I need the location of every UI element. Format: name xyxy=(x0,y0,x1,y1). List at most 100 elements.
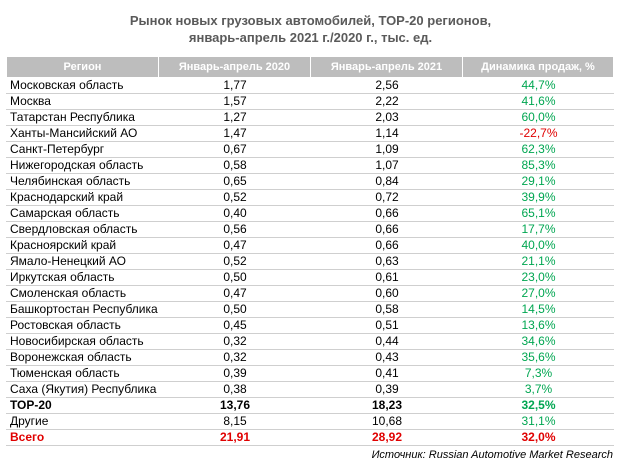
table-row: Москва 1,57 2,22 41,6% xyxy=(6,93,614,110)
cell-change: 62,3% xyxy=(462,141,614,158)
cell-2020: 0,45 xyxy=(158,317,311,334)
cell-2021: 0,72 xyxy=(310,189,463,206)
cell-2020: 0,65 xyxy=(158,173,311,190)
cell-2020: 0,56 xyxy=(158,221,311,238)
source-note: Источник: Russian Automotive Market Rese… xyxy=(371,449,613,461)
table-row: Челябинская область 0,65 0,84 29,1% xyxy=(6,173,614,190)
cell-2021: 0,44 xyxy=(310,333,463,350)
cell-2021: 0,63 xyxy=(310,253,463,270)
cell-change: 44,7% xyxy=(462,77,614,94)
cell-change: 32,5% xyxy=(462,397,614,414)
table-row: Тюменская область 0,39 0,41 7,3% xyxy=(6,365,614,382)
cell-change: 31,1% xyxy=(462,413,614,430)
cell-region: Воронежская область xyxy=(6,349,159,366)
cell-2020: 0,52 xyxy=(158,253,311,270)
cell-region: Татарстан Республика xyxy=(6,109,159,126)
cell-2020: 0,47 xyxy=(158,237,311,254)
cell-2021: 28,92 xyxy=(310,429,463,446)
cell-2020: 0,38 xyxy=(158,381,311,398)
table-row: Красноярский край 0,47 0,66 40,0% xyxy=(6,237,614,254)
header-region: Регион xyxy=(6,56,159,78)
cell-2020: 0,32 xyxy=(158,333,311,350)
cell-2020: 1,47 xyxy=(158,125,311,142)
table-row: Всего 21,91 28,92 32,0% xyxy=(6,429,614,446)
cell-2020: 0,52 xyxy=(158,189,311,206)
cell-2020: 8,15 xyxy=(158,413,311,430)
cell-region: Тюменская область xyxy=(6,365,159,382)
cell-change: 3,7% xyxy=(462,381,614,398)
cell-2020: 0,39 xyxy=(158,365,311,382)
cell-region: Санкт-Петербург xyxy=(6,141,159,158)
cell-change: 23,0% xyxy=(462,269,614,286)
cell-2020: 13,76 xyxy=(158,397,311,414)
table-row: Ханты-Мансийский АО 1,47 1,14 -22,7% xyxy=(6,125,614,142)
cell-region: Ямало-Ненецкий АО xyxy=(6,253,159,270)
table-row: Санкт-Петербург 0,67 1,09 62,3% xyxy=(6,141,614,158)
cell-region: Новосибирская область xyxy=(6,333,159,350)
cell-change: 21,1% xyxy=(462,253,614,270)
table-row: Воронежская область 0,32 0,43 35,6% xyxy=(6,349,614,366)
cell-2021: 0,66 xyxy=(310,237,463,254)
cell-region: Ханты-Мансийский АО xyxy=(6,125,159,142)
cell-2020: 1,77 xyxy=(158,77,311,94)
cell-change: 7,3% xyxy=(462,365,614,382)
cell-2021: 0,84 xyxy=(310,173,463,190)
cell-2021: 0,39 xyxy=(310,381,463,398)
cell-2020: 0,40 xyxy=(158,205,311,222)
cell-region: Московская область xyxy=(6,77,159,94)
cell-region: Ростовская область xyxy=(6,317,159,334)
table-row: Самарская область 0,40 0,66 65,1% xyxy=(6,205,614,222)
sales-table: Регион Январь-апрель 2020 Январь-апрель … xyxy=(6,56,614,446)
cell-2020: 0,32 xyxy=(158,349,311,366)
cell-2021: 0,43 xyxy=(310,349,463,366)
cell-change: -22,7% xyxy=(462,125,614,142)
cell-2020: 1,57 xyxy=(158,93,311,110)
cell-2021: 18,23 xyxy=(310,397,463,414)
table-row: ТОР-20 13,76 18,23 32,5% xyxy=(6,397,614,414)
cell-2021: 1,14 xyxy=(310,125,463,142)
cell-2021: 2,22 xyxy=(310,93,463,110)
table-row: Нижегородская область 0,58 1,07 85,3% xyxy=(6,157,614,174)
table-row: Московская область 1,77 2,56 44,7% xyxy=(6,77,614,94)
header-change: Динамика продаж, % xyxy=(462,56,614,78)
cell-region: Челябинская область xyxy=(6,173,159,190)
cell-change: 40,0% xyxy=(462,237,614,254)
cell-2021: 0,66 xyxy=(310,221,463,238)
cell-2021: 10,68 xyxy=(310,413,463,430)
cell-region: ТОР-20 xyxy=(6,397,159,414)
table-row: Краснодарский край 0,52 0,72 39,9% xyxy=(6,189,614,206)
cell-2021: 0,66 xyxy=(310,205,463,222)
title-line-2: январь-апрель 2021 г./2020 г., тыс. ед. xyxy=(188,30,433,45)
table-row: Ямало-Ненецкий АО 0,52 0,63 21,1% xyxy=(6,253,614,270)
cell-change: 29,1% xyxy=(462,173,614,190)
cell-change: 17,7% xyxy=(462,221,614,238)
cell-2021: 2,03 xyxy=(310,109,463,126)
cell-2021: 1,07 xyxy=(310,157,463,174)
table-row: Новосибирская область 0,32 0,44 34,6% xyxy=(6,333,614,350)
cell-2020: 0,67 xyxy=(158,141,311,158)
cell-change: 39,9% xyxy=(462,189,614,206)
cell-change: 32,0% xyxy=(462,429,614,446)
table-row: Ростовская область 0,45 0,51 13,6% xyxy=(6,317,614,334)
cell-2021: 0,61 xyxy=(310,269,463,286)
cell-change: 85,3% xyxy=(462,157,614,174)
cell-region: Красноярский край xyxy=(6,237,159,254)
cell-change: 60,0% xyxy=(462,109,614,126)
cell-region: Башкортостан Республика xyxy=(6,301,159,318)
header-2020: Январь-апрель 2020 xyxy=(158,56,311,78)
cell-region: Самарская область xyxy=(6,205,159,222)
page-title: Рынок новых грузовых автомобилей, ТОР-20… xyxy=(0,12,621,46)
table-row: Башкортостан Республика 0,50 0,58 14,5% xyxy=(6,301,614,318)
cell-2021: 0,51 xyxy=(310,317,463,334)
table-header-row: Регион Январь-апрель 2020 Январь-апрель … xyxy=(6,56,614,78)
table-body: Московская область 1,77 2,56 44,7% Москва 1,5… xyxy=(6,77,614,446)
cell-region: Иркутская область xyxy=(6,269,159,286)
cell-change: 27,0% xyxy=(462,285,614,302)
cell-change: 41,6% xyxy=(462,93,614,110)
cell-2021: 0,58 xyxy=(310,301,463,318)
cell-region: Смоленская область xyxy=(6,285,159,302)
table-row: Иркутская область 0,50 0,61 23,0% xyxy=(6,269,614,286)
cell-region: Краснодарский край xyxy=(6,189,159,206)
cell-region: Саха (Якутия) Республика xyxy=(6,381,159,398)
cell-2020: 0,47 xyxy=(158,285,311,302)
